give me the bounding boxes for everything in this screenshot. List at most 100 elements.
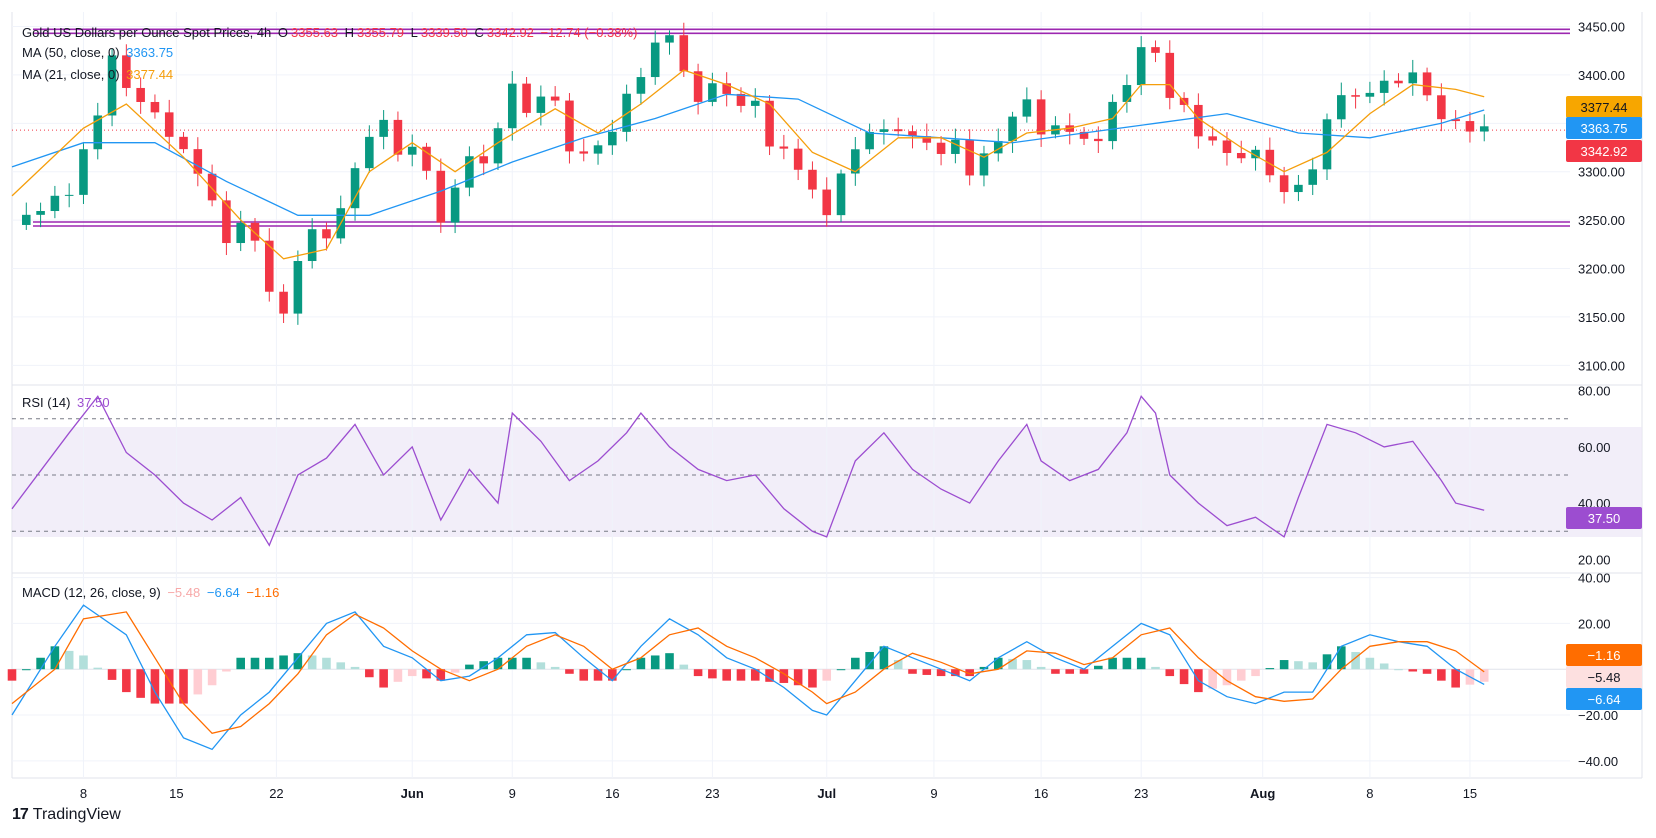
macd-histogram-bar xyxy=(722,669,731,681)
macd-histogram-bar xyxy=(64,650,74,670)
candle-body xyxy=(1022,99,1032,117)
macd-histogram-bar xyxy=(979,666,989,670)
macd-histogram-bar xyxy=(1179,669,1189,685)
candle-body xyxy=(164,112,174,137)
macd-histogram-bar xyxy=(750,669,760,681)
macd-histogram-bar xyxy=(951,669,960,677)
macd-histogram-bar xyxy=(893,660,903,670)
macd-histogram-bar xyxy=(150,669,160,704)
candle-body xyxy=(993,140,1003,154)
macd-histogram-bar xyxy=(193,669,203,695)
price-panel xyxy=(11,22,1570,325)
candle-body xyxy=(236,222,245,244)
macd-histogram-bar xyxy=(550,666,560,670)
price-tick-label: 3100.00 xyxy=(1578,358,1625,373)
candle-body xyxy=(1136,47,1146,86)
candle-body xyxy=(636,77,646,94)
candle-body xyxy=(693,71,703,102)
macd-histogram-bar xyxy=(236,657,245,670)
macd-histogram-bar xyxy=(122,669,131,693)
macd-histogram-bar xyxy=(636,657,646,670)
macd-line xyxy=(11,604,1485,751)
macd-legend[interactable]: MACD (12, 26, close, 9) −5.48 −6.64 −1.1… xyxy=(22,584,282,601)
macd-histogram-bar xyxy=(1379,663,1389,670)
macd-histogram-bar xyxy=(1451,669,1460,688)
candle-body xyxy=(822,189,832,216)
tradingview-footer[interactable]: 17 TradingView xyxy=(12,806,121,824)
svg-text:37.50: 37.50 xyxy=(1588,511,1621,526)
macd-histogram-bar xyxy=(1008,658,1017,670)
candle-body xyxy=(808,169,817,190)
macd-histogram-bar xyxy=(1279,660,1289,670)
macd-panel xyxy=(7,604,1570,751)
ma50-value: 3363.75 xyxy=(126,45,174,60)
candle-body xyxy=(36,211,45,215)
macd-histogram-bar xyxy=(1136,657,1146,670)
macd-histogram-bar xyxy=(779,669,789,683)
candle-body xyxy=(1479,126,1489,132)
macd-histogram-bar xyxy=(693,669,703,677)
macd-histogram-bar xyxy=(393,669,403,682)
macd-histogram-bar xyxy=(1151,666,1160,670)
rsi-tick-label: 20.00 xyxy=(1578,552,1611,567)
ma50-legend[interactable]: MA (50, close, 0) 3363.75 xyxy=(22,44,176,61)
candle-body xyxy=(1165,52,1175,98)
svg-text:−6.64: −6.64 xyxy=(1588,692,1621,707)
candle-body xyxy=(1279,175,1289,193)
macd-histogram-bar xyxy=(136,669,145,698)
candle-body xyxy=(1122,85,1132,102)
candle-body xyxy=(536,96,546,113)
candle-body xyxy=(522,83,531,113)
tradingview-brand: TradingView xyxy=(32,806,121,823)
candle-body xyxy=(193,149,203,174)
macd-histogram-bar xyxy=(7,669,17,681)
macd-histogram-bar xyxy=(650,655,660,670)
change-value: −12.74 (−0.38%) xyxy=(540,25,638,40)
candle-body xyxy=(1337,95,1346,120)
macd-histogram-bar xyxy=(1394,669,1403,671)
candle-body xyxy=(365,136,374,169)
macd-histogram-bar xyxy=(965,669,974,677)
x-tick-label: 23 xyxy=(705,786,719,801)
candle-body xyxy=(708,83,717,102)
candle-body xyxy=(1265,149,1275,176)
ma21-legend[interactable]: MA (21, close, 0) 3377.44 xyxy=(22,66,176,83)
x-tick-label: 15 xyxy=(1463,786,1477,801)
ma21-label: MA (21, close, 0) xyxy=(22,67,120,82)
macd-tick-label: 20.00 xyxy=(1578,616,1611,631)
macd-histogram-bar xyxy=(207,669,217,686)
macd-histogram-bar xyxy=(322,657,331,670)
candle-body xyxy=(250,222,260,241)
candle-body xyxy=(279,291,288,314)
macd-histogram-bar xyxy=(708,669,717,679)
macd-histogram-bar xyxy=(1022,660,1032,670)
x-tick-label: Jul xyxy=(817,786,836,801)
macd-histogram-bar xyxy=(1294,661,1303,670)
candle-body xyxy=(565,100,574,152)
svg-text:3377.44: 3377.44 xyxy=(1581,100,1628,115)
macd-line-value: −6.64 xyxy=(206,585,240,600)
x-tick-label: 16 xyxy=(605,786,619,801)
macd-histogram-bar xyxy=(765,669,774,682)
macd-histogram-bar xyxy=(879,646,889,670)
x-tick-label: 9 xyxy=(509,786,516,801)
rsi-legend[interactable]: RSI (14) 37.50 xyxy=(22,394,113,411)
candle-body xyxy=(979,153,989,176)
candle-body xyxy=(622,93,631,132)
macd-histogram-bar xyxy=(993,657,1003,670)
macd-histogram-bar xyxy=(307,655,317,670)
macd-histogram-bar xyxy=(1365,657,1375,670)
candle-body xyxy=(908,131,917,137)
macd-histogram-bar xyxy=(507,657,517,670)
candle-body xyxy=(865,131,874,150)
x-tick-label: 8 xyxy=(1366,786,1373,801)
price-tick-label: 3450.00 xyxy=(1578,20,1625,35)
candle-body xyxy=(122,55,131,88)
macd-histogram-bar xyxy=(851,657,860,670)
candle-body xyxy=(951,139,960,154)
svg-text:−5.48: −5.48 xyxy=(1588,670,1621,685)
macd-histogram-bar xyxy=(1308,662,1318,670)
candle-body xyxy=(893,129,903,132)
macd-histogram-bar xyxy=(1337,646,1346,670)
